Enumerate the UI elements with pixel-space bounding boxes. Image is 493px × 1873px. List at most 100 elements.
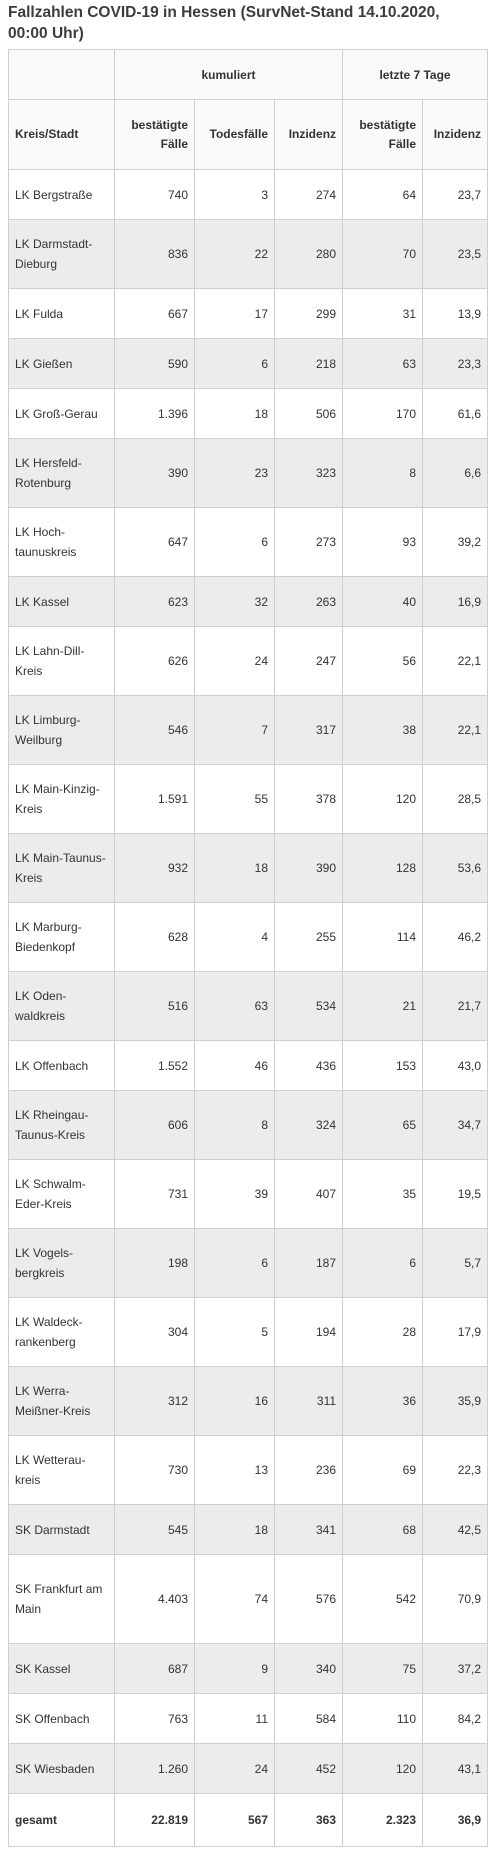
cell-cases: 590 [114,338,195,389]
cell-incidence-7d: 39,2 [422,507,489,577]
cell-kreis: SK Frankfurt am Main [8,1554,115,1644]
table-row: LK Wetterau-kreis 730 13 236 69 22,3 [8,1435,489,1505]
cell-incidence-7d: 43,1 [422,1743,489,1794]
cell-deaths: 63 [194,971,275,1041]
table-row: LK Hoch-taunuskreis 647 6 273 93 39,2 [8,507,489,577]
cell-cases: 312 [114,1366,195,1436]
cell-deaths: 6 [194,338,275,389]
cell-cases-7d: 65 [342,1090,424,1160]
cell-deaths: 74 [194,1554,275,1644]
cell-deaths: 46 [194,1040,275,1091]
table-row: LK Gießen 590 6 218 63 23,3 [8,338,489,389]
cell-deaths: 55 [194,764,275,834]
cell-incidence: 324 [273,1090,344,1160]
column-header-incidence-7d: Inzidenz [422,99,489,170]
cell-incidence-7d: 84,2 [422,1693,489,1744]
cell-kreis: LK Groß-Gerau [8,388,115,439]
cell-kreis: LK Gießen [8,338,115,389]
column-header-row: Kreis/Stadt bestätigte Fälle Todesfälle … [8,99,489,170]
cell-incidence-7d: 19,5 [422,1159,489,1229]
cell-kreis: SK Kassel [8,1643,115,1694]
cell-cases: 628 [114,902,195,972]
cell-incidence: 452 [273,1743,344,1794]
cell-cases: 932 [114,833,195,903]
cell-deaths: 16 [194,1366,275,1436]
cell-deaths: 13 [194,1435,275,1505]
cell-kreis: LK Main-Kinzig-Kreis [8,764,115,834]
page-title: Fallzahlen COVID-19 in Hessen (SurvNet-S… [8,4,440,42]
cell-deaths: 23 [194,438,275,508]
cell-deaths: 6 [194,1228,275,1298]
table-row: LK Bergstraße 740 3 274 64 23,7 [8,169,489,220]
cell-incidence-7d: 70,9 [422,1554,489,1644]
cell-incidence-7d: 46,2 [422,902,489,972]
table-row: LK Rheingau-Taunus-Kreis 606 8 324 65 34,7 [8,1090,489,1160]
cell-kreis: SK Offenbach [8,1693,115,1744]
cell-kreis: LK Schwalm-Eder-Kreis [8,1159,115,1229]
cell-cases-7d: 35 [342,1159,424,1229]
cell-incidence: 311 [273,1366,344,1436]
cell-incidence-7d: 5,7 [422,1228,489,1298]
cell-cases-7d: 114 [342,902,424,972]
column-header-cases-7d: bestätigte Fälle [342,99,424,170]
column-header-deaths: Todesfälle [194,99,275,170]
cell-cases-7d: 8 [342,438,424,508]
cell-kreis: LK Waldeck-rankenberg [8,1297,115,1367]
cell-deaths: 39 [194,1159,275,1229]
cell-cases: 304 [114,1297,195,1367]
cell-incidence-7d: 23,7 [422,169,489,220]
cell-deaths: 32 [194,576,275,627]
cell-cases: 763 [114,1693,195,1744]
table-row: LK Main-Taunus-Kreis 932 18 390 128 53,6 [8,833,489,903]
cell-kreis: LK Bergstraße [8,169,115,220]
cell-cases: 1.396 [114,388,195,439]
cell-kreis: SK Darmstadt [8,1504,115,1555]
cell-cases: 647 [114,507,195,577]
cell-incidence-7d: 21,7 [422,971,489,1041]
cell-cases-7d: 56 [342,626,424,696]
cell-incidence: 390 [273,833,344,903]
cell-cases-7d: 153 [342,1040,424,1091]
cell-incidence-7d: 35,9 [422,1366,489,1436]
table-row: SK Frankfurt am Main 4.403 74 576 542 70,9 [8,1554,489,1644]
cell-incidence: 247 [273,626,344,696]
cell-incidence-7d: 13,9 [422,288,489,339]
total-row: gesamt 22.819 567 363 2.323 36,9 [8,1793,489,1847]
cell-cases-7d: 36 [342,1366,424,1436]
cell-deaths: 9 [194,1643,275,1694]
cell-cases-7d: 542 [342,1554,424,1644]
cell-cases: 390 [114,438,195,508]
cell-kreis: LK Limburg-Weilburg [8,695,115,765]
cell-cases-7d: 40 [342,576,424,627]
cell-incidence-7d: 28,5 [422,764,489,834]
cell-incidence: 436 [273,1040,344,1091]
cell-deaths: 24 [194,1743,275,1794]
table-body: LK Bergstraße 740 3 274 64 23,7 LK Darmstadt-D… [8,169,489,1847]
cell-cases-7d: 128 [342,833,424,903]
cell-kreis: LK Hersfeld-Rotenburg [8,438,115,508]
cell-incidence: 299 [273,288,344,339]
cell-kreis: LK Lahn-Dill-Kreis [8,626,115,696]
cell-cases: 198 [114,1228,195,1298]
cell-cases-7d: 28 [342,1297,424,1367]
table-row: SK Offenbach 763 11 584 110 84,2 [8,1693,489,1744]
cell-incidence: 584 [273,1693,344,1744]
group-header-cumulative: kumuliert [113,49,344,100]
cell-incidence-7d: 6,6 [422,438,489,508]
cell-deaths: 18 [194,833,275,903]
cell-incidence-7d: 37,2 [422,1643,489,1694]
cell-cases: 606 [114,1090,195,1160]
cell-incidence: 323 [273,438,344,508]
cell-deaths: 18 [194,1504,275,1555]
cell-deaths: 3 [194,169,275,220]
cell-deaths: 18 [194,388,275,439]
table-row: LK Lahn-Dill-Kreis 626 24 247 56 22,1 [8,626,489,696]
cell-deaths: 5 [194,1297,275,1367]
cell-cases: 4.403 [114,1554,195,1644]
cell-cases-7d: 68 [342,1504,424,1555]
cell-incidence: 534 [273,971,344,1041]
cell-incidence-7d: 42,5 [422,1504,489,1555]
group-header-last-7-days: letzte 7 Tage [342,49,489,100]
table-row: LK Marburg-Biedenkopf 628 4 255 114 46,2 [8,902,489,972]
total-cell-incidence: 363 [273,1793,344,1847]
